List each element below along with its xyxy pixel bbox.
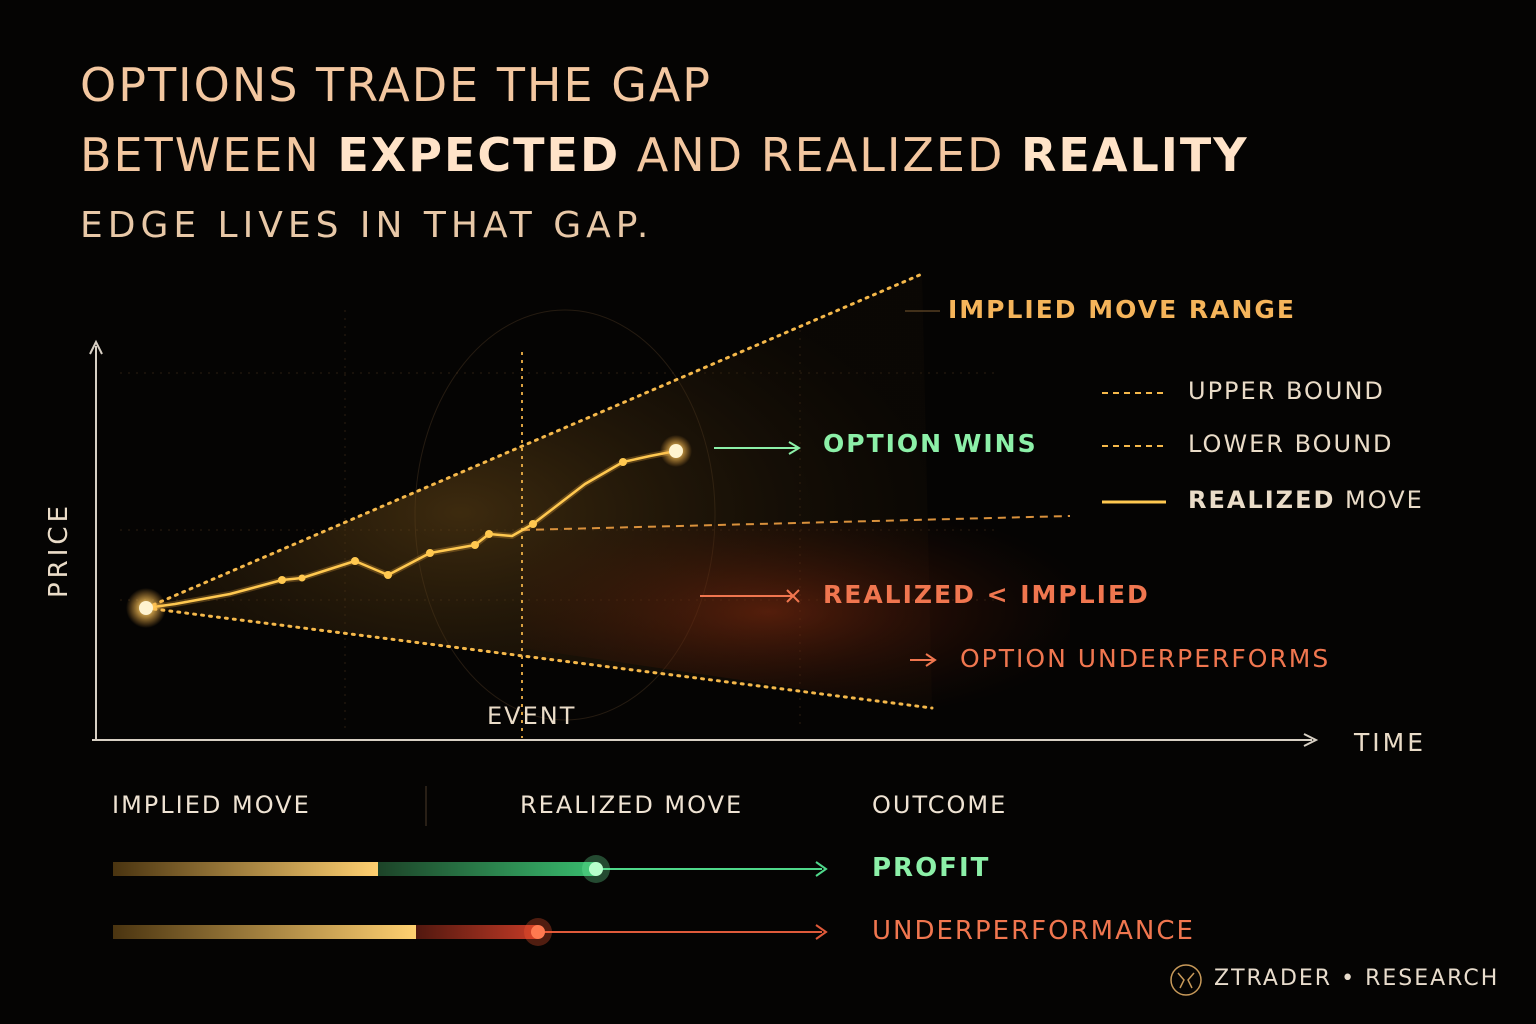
implied-level-line	[521, 515, 1071, 531]
title-emphasis-expected: EXPECTED	[337, 128, 621, 182]
implied-range-label: IMPLIED MOVE RANGE	[948, 295, 1296, 324]
brand-separator: •	[1341, 966, 1357, 991]
page-title-line-2: BETWEEN EXPECTED AND REALIZED REALITY	[80, 128, 1249, 182]
under-realized-bar	[416, 925, 538, 939]
page-title: OPTIONS TRADE THE GAP	[80, 58, 712, 112]
underperform-zone	[522, 516, 1070, 708]
realized-less-arrow	[700, 589, 800, 603]
x-axis-label: TIME	[1354, 728, 1427, 757]
underperforms-arrow	[910, 653, 937, 667]
header-outcome: OUTCOME	[872, 791, 1008, 819]
legend-lower-bound: LOWER BOUND	[1188, 430, 1394, 458]
start-point	[139, 601, 153, 615]
brand-name: ZTRADER	[1214, 966, 1333, 991]
subtitle: EDGE LIVES IN THAT GAP.	[80, 205, 654, 246]
title-line-1: OPTIONS TRADE THE GAP	[80, 58, 713, 112]
legend-realized-rest: MOVE	[1335, 486, 1424, 514]
header-implied-move: IMPLIED MOVE	[112, 791, 311, 819]
legend-realized-move: REALIZED MOVE	[1188, 486, 1424, 514]
option-underperforms-label: OPTION UNDERPERFORMS	[960, 644, 1331, 673]
header-realized-move: REALIZED MOVE	[520, 791, 744, 819]
legend-realized-bold: REALIZED	[1188, 486, 1336, 514]
y-axis-label: PRICE	[44, 502, 74, 598]
profit-arrow-head	[815, 861, 828, 877]
brand-footer: ZTRADER • RESEARCH	[1214, 966, 1499, 991]
brand-section: RESEARCH	[1365, 966, 1500, 991]
brand-logo-icon	[1170, 964, 1202, 996]
legend-upper-bound: UPPER BOUND	[1188, 377, 1385, 405]
title-line-2-part-2: AND REALIZED	[620, 128, 1022, 182]
profit-realized-bar	[378, 862, 596, 876]
option-wins-label: OPTION WINS	[823, 429, 1038, 458]
end-point	[669, 444, 683, 458]
realized-less-label: REALIZED < IMPLIED	[823, 580, 1150, 609]
title-line-2-part-1: BETWEEN	[80, 128, 338, 182]
profit-implied-bar	[113, 862, 378, 876]
under-implied-bar	[113, 925, 416, 939]
title-emphasis-reality: REALITY	[1021, 128, 1249, 182]
outcome-profit: PROFIT	[872, 853, 991, 883]
under-marker	[531, 925, 545, 939]
under-arrow-head	[815, 924, 828, 940]
option-wins-arrow	[714, 441, 801, 455]
event-label: EVENT	[487, 702, 577, 730]
realized-path-points	[278, 458, 627, 584]
outcome-underperformance: UNDERPERFORMANCE	[872, 916, 1195, 946]
upper-bound-line	[144, 272, 924, 610]
profit-marker	[589, 862, 603, 876]
axes	[89, 339, 1319, 747]
realized-path	[145, 449, 677, 610]
